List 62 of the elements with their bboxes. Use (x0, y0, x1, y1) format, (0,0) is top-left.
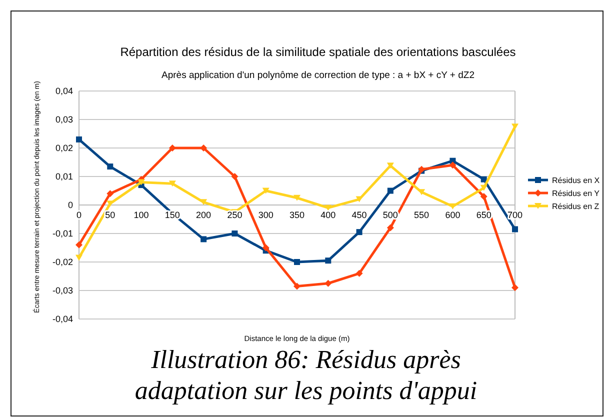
point (106, 190, 114, 198)
chart-title: Répartition des résidus de la similitude spatiale des orientations basculées (120, 45, 516, 59)
point (168, 180, 176, 187)
point (386, 224, 394, 232)
legend-label: Résidus en X (552, 176, 600, 185)
point (262, 244, 270, 252)
point (200, 236, 207, 242)
y-tick-label: -0,03 (52, 286, 73, 296)
x-tick-label: 700 (507, 210, 523, 220)
point (294, 194, 300, 201)
x-tick-label: 200 (196, 210, 212, 220)
point (387, 188, 394, 194)
point (356, 270, 363, 277)
x-tick-label: 550 (414, 210, 430, 220)
x-tick-label: 400 (320, 210, 336, 220)
x-tick-label: 50 (105, 210, 116, 220)
point (356, 196, 363, 202)
x-tick-label: 250 (227, 210, 242, 220)
x-tick-label: 0 (76, 210, 82, 220)
y-tick-label: 0,02 (55, 143, 73, 154)
y-tick-label: -0,01 (52, 228, 73, 239)
point (512, 124, 518, 130)
point (76, 254, 82, 261)
point (356, 229, 362, 236)
point (200, 144, 208, 152)
text: Illustration 86: Résidus après adaptation sur les points d'appui (134, 345, 478, 405)
x-tick-label: 450 (352, 210, 367, 220)
point (325, 258, 332, 264)
point (138, 179, 145, 186)
point (324, 280, 332, 287)
point (262, 188, 270, 194)
x-tick-label: 300 (258, 210, 274, 220)
x-tick-label: 100 (134, 210, 149, 220)
point (512, 284, 518, 292)
y-tick-label: 0,04 (55, 86, 73, 96)
y-tick-label: -0,02 (52, 257, 73, 268)
x-tick-label: 600 (445, 210, 460, 220)
point (231, 173, 238, 180)
point (324, 204, 332, 211)
legend-label: Résidus en Z (552, 202, 600, 211)
point (294, 259, 300, 265)
point (512, 226, 518, 232)
y-tick-label: 0 (68, 200, 73, 210)
point (480, 176, 487, 182)
point (76, 241, 82, 248)
point (168, 144, 176, 152)
point (449, 162, 456, 169)
point (386, 162, 394, 169)
point (232, 230, 238, 236)
y-tick-label: -0,04 (52, 314, 73, 324)
point (107, 164, 114, 170)
y-tick-label: 0,01 (55, 172, 73, 182)
point (480, 192, 488, 200)
point (449, 203, 456, 210)
point (480, 184, 488, 191)
point (76, 136, 82, 142)
legend-label: Résidus en Y (552, 188, 600, 198)
point (200, 199, 208, 206)
chart-subtitle: Après application d'un polynôme de correction de type : a + bX + cY + dZ2 (162, 70, 474, 81)
y-tick-label: 0,03 (55, 114, 73, 125)
x-tick-label: 350 (289, 210, 305, 220)
point (294, 282, 300, 290)
